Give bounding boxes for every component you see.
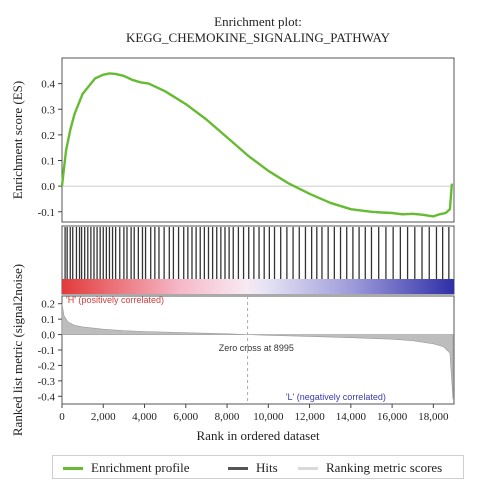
es-y-axis-label: Enrichment score (ES) — [10, 80, 26, 200]
x-tick-label: 8,000 — [215, 411, 240, 423]
legend-label-ranking: Ranking metric scores — [326, 460, 443, 475]
rm-y-tick-label: -0.4 — [38, 391, 56, 403]
legend-item-enrichment: Enrichment profile — [63, 460, 190, 476]
es-y-tick-label: -0.1 — [38, 207, 55, 219]
x-tick-label: 10,000 — [253, 411, 284, 423]
rm-y-tick-label: -0.3 — [38, 376, 56, 388]
es-y-tick-label: 0.3 — [41, 104, 55, 116]
enrichment-profile-line — [60, 72, 454, 218]
rm-y-tick-label: 0.2 — [41, 299, 55, 311]
rm-y-tick-label: 0.0 — [41, 330, 55, 342]
es-y-tick-label: 0.4 — [41, 79, 55, 91]
x-tick-label: 2,000 — [91, 411, 116, 423]
chart-title-line1: Enrichment plot: — [214, 14, 302, 29]
chart-title-line2: KEGG_CHEMOKINE_SIGNALING_PATHWAY — [125, 30, 391, 45]
legend-swatch-enrichment — [63, 466, 83, 470]
legend-item-ranking: Ranking metric scores — [298, 460, 442, 476]
es-panel-frame — [61, 57, 455, 223]
x-tick-label: 16,000 — [377, 411, 408, 423]
rm-y-tick-label: -0.1 — [38, 345, 55, 357]
es-y-tick-label: 0.0 — [41, 181, 55, 193]
legend-label-hits: Hits — [256, 460, 278, 475]
x-tick-label: 14,000 — [336, 411, 367, 423]
legend-swatch-hits — [228, 466, 248, 470]
x-tick-label: 6,000 — [173, 411, 198, 423]
negative-correlated-label: 'L' (negatively correlated) — [285, 392, 386, 402]
x-axis-label: Rank in ordered dataset — [196, 428, 320, 443]
chart-legend: Enrichment profile Hits Ranking metric s… — [52, 455, 464, 479]
positive-correlated-label: 'H' (positively correlated) — [66, 295, 164, 305]
x-tick-label: 0 — [59, 411, 65, 423]
legend-swatch-ranking — [298, 466, 318, 470]
rm-y-tick-label: -0.2 — [38, 360, 55, 372]
legend-item-hits: Hits — [228, 460, 278, 476]
es-y-tick-label: 0.1 — [41, 156, 55, 168]
x-tick-label: 18,000 — [418, 411, 449, 423]
ranked-metric-y-axis-label: Ranked list metric (signal2noise) — [10, 263, 26, 436]
rm-y-tick-label: 0.1 — [41, 314, 55, 326]
legend-label-enrichment: Enrichment profile — [91, 460, 190, 475]
zero-cross-label: Zero cross at 8995 — [218, 343, 294, 353]
correlation-color-bar — [62, 279, 454, 294]
es-y-tick-label: 0.2 — [41, 130, 55, 142]
x-tick-label: 4,000 — [132, 411, 157, 423]
x-tick-label: 12,000 — [294, 411, 325, 423]
